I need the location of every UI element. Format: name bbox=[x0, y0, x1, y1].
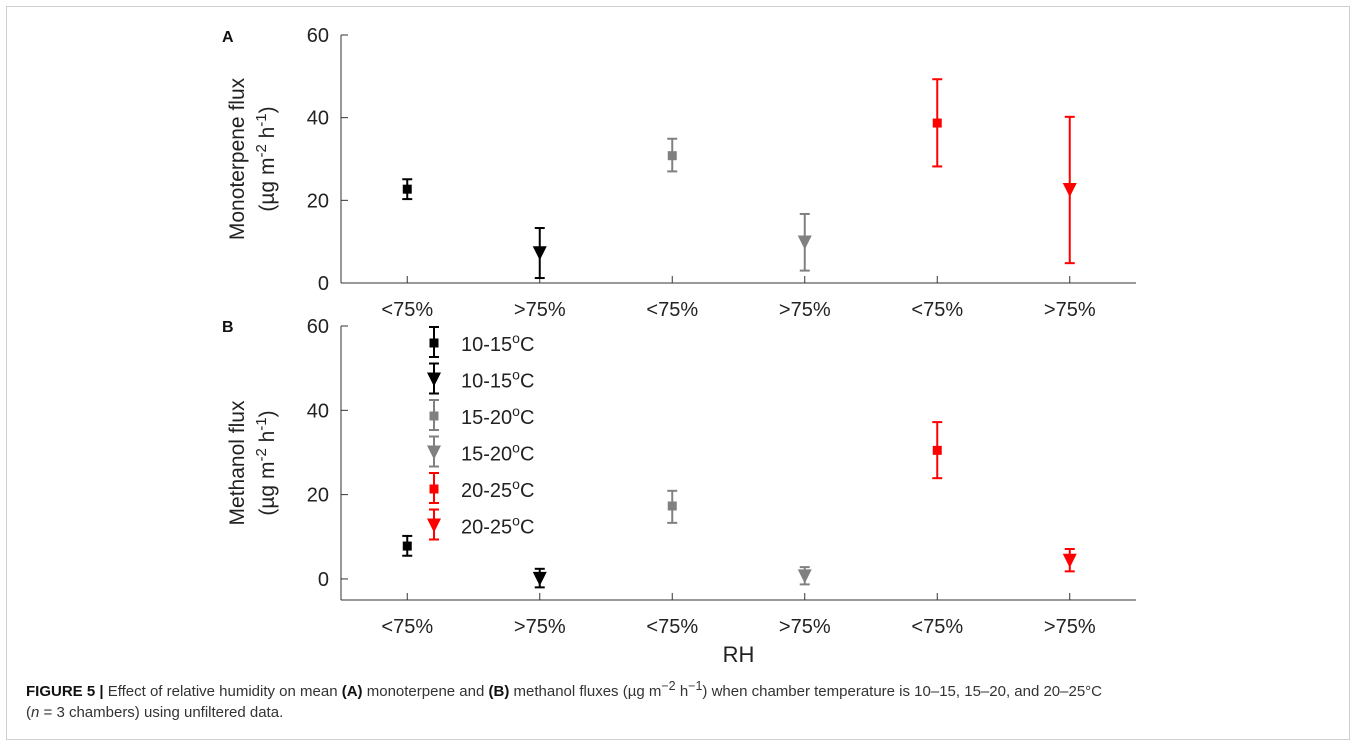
y-tick-label: 0 bbox=[318, 273, 329, 295]
legend-marker bbox=[427, 518, 441, 533]
data-point bbox=[402, 178, 413, 201]
legend-label: 10-15oC bbox=[461, 330, 534, 356]
triangle-marker bbox=[797, 235, 812, 250]
data-point bbox=[932, 421, 943, 480]
legend-marker bbox=[429, 484, 439, 494]
y-tick-label: 60 bbox=[307, 316, 329, 338]
legend-marker bbox=[429, 411, 439, 421]
caption-n-rest: = 3 chambers) using unfiltered data. bbox=[43, 704, 284, 721]
legend-label: 15-20oC bbox=[461, 403, 534, 429]
data-point bbox=[667, 489, 678, 524]
x-tick-label: >75% bbox=[779, 616, 831, 638]
caption-text-1: Effect of relative humidity on mean bbox=[107, 683, 338, 700]
panel-label: B bbox=[222, 319, 234, 336]
y-tick-label: 20 bbox=[307, 485, 329, 507]
legend-entry: 10-15oC bbox=[429, 326, 534, 358]
legend: 10-15oC 10-15oC 15-20oC 15-20oC 20-25oC 20-25… bbox=[427, 326, 534, 541]
y-axis-unit: (µg m-2 h-1) bbox=[253, 410, 280, 515]
legend-label: 20-25oC bbox=[461, 513, 534, 539]
data-point bbox=[532, 567, 547, 589]
y-tick-label: 0 bbox=[318, 569, 329, 591]
triangle-marker bbox=[532, 571, 547, 586]
x-tick-label: <75% bbox=[911, 299, 963, 321]
y-tick-label: 40 bbox=[307, 108, 329, 130]
caption-n-italic: n bbox=[31, 704, 40, 721]
figure-5-charts: A 0 20 40 60 <75% >75% <75% >75% <75% >75% Monoterp… bbox=[222, 25, 1136, 667]
caption-sup-2: −1 bbox=[688, 679, 703, 693]
data-point bbox=[1062, 115, 1077, 265]
y-axis-unit: (µg m-2 h-1) bbox=[253, 106, 280, 211]
x-tick-label: >75% bbox=[1044, 616, 1096, 638]
y-axis-label: Methanol flux bbox=[226, 400, 249, 525]
legend-entry: 20-25oC bbox=[429, 472, 534, 504]
legend-entry: 15-20oC bbox=[427, 435, 534, 468]
x-tick-label: <75% bbox=[911, 616, 963, 638]
figure-caption: FIGURE 5 | Effect of relative humidity o… bbox=[26, 676, 1336, 723]
caption-text-5: ) when chamber temperature is 10–15, 15–… bbox=[702, 683, 1103, 700]
panel-a: A 0 20 40 60 <75% >75% <75% >75% <75% >75% Monoterp… bbox=[222, 25, 1136, 321]
legend-entry: 10-15oC bbox=[427, 362, 534, 395]
y-axis-label: Monoterpene flux bbox=[226, 77, 249, 240]
x-tick-label: <75% bbox=[381, 616, 433, 638]
panel-b: B 0 20 40 60 <75% >75% <75% >75% <75% >75% Methanol… bbox=[222, 316, 1136, 667]
x-tick-label: >75% bbox=[514, 616, 566, 638]
data-point bbox=[932, 78, 943, 168]
x-tick-label: >75% bbox=[779, 299, 831, 321]
x-tick-label: <75% bbox=[646, 616, 698, 638]
legend-label: 20-25oC bbox=[461, 476, 534, 502]
caption-sup-1: −2 bbox=[661, 679, 676, 693]
legend-label: 15-20oC bbox=[461, 440, 534, 466]
x-tick-label: <75% bbox=[381, 299, 433, 321]
legend-entry: 20-25oC bbox=[427, 508, 534, 541]
panel-label: A bbox=[222, 29, 234, 46]
triangle-marker bbox=[532, 246, 547, 261]
caption-figure-label: FIGURE 5 | bbox=[26, 683, 104, 700]
square-marker bbox=[932, 118, 942, 128]
x-tick-label: >75% bbox=[1044, 299, 1096, 321]
square-marker bbox=[402, 184, 412, 194]
triangle-marker bbox=[1062, 183, 1077, 197]
triangle-marker bbox=[797, 569, 812, 584]
x-axis-label: RH bbox=[723, 642, 755, 667]
y-tick-label: 40 bbox=[307, 400, 329, 422]
legend-marker bbox=[427, 445, 441, 460]
caption-label-b: (B) bbox=[488, 683, 510, 700]
y-tick-label: 60 bbox=[307, 25, 329, 47]
square-marker bbox=[667, 501, 677, 511]
data-point bbox=[402, 534, 413, 557]
legend-label: 10-15oC bbox=[461, 367, 534, 393]
legend-marker bbox=[427, 372, 441, 387]
data-point bbox=[797, 566, 812, 586]
square-marker bbox=[932, 445, 942, 455]
square-marker bbox=[402, 541, 412, 551]
data-point bbox=[667, 137, 678, 173]
x-tick-label: <75% bbox=[646, 299, 698, 321]
y-tick-label: 20 bbox=[307, 190, 329, 212]
data-point bbox=[532, 227, 547, 280]
caption-text-3: methanol fluxes (µg m bbox=[513, 683, 662, 700]
data-point bbox=[797, 212, 812, 272]
caption-n-open: ( bbox=[26, 704, 31, 721]
caption-text-4: h bbox=[679, 683, 689, 700]
figure-frame bbox=[6, 6, 1350, 740]
legend-marker bbox=[429, 338, 439, 348]
x-tick-label: >75% bbox=[514, 299, 566, 321]
caption-text-2: monoterpene and bbox=[366, 683, 485, 700]
triangle-marker bbox=[1062, 553, 1077, 568]
square-marker bbox=[667, 151, 677, 161]
legend-entry: 15-20oC bbox=[429, 399, 534, 431]
caption-label-a: (A) bbox=[341, 683, 363, 700]
data-point bbox=[1062, 547, 1077, 573]
